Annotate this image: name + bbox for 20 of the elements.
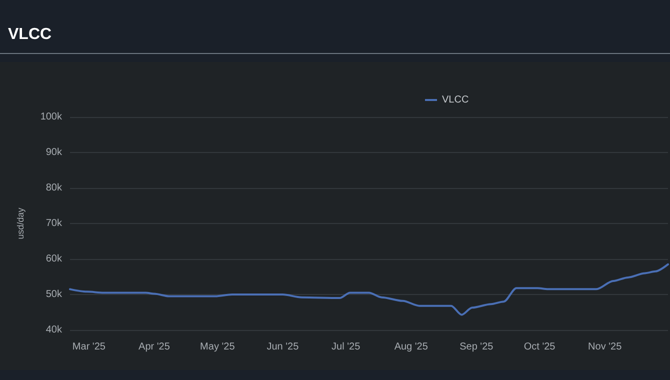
y-tick-label: 80k xyxy=(46,182,63,194)
legend-label: VLCC xyxy=(442,94,469,106)
y-tick-label: 40k xyxy=(46,324,63,336)
y-tick-label: 60k xyxy=(46,254,63,264)
chart-title: VLCC xyxy=(8,26,52,44)
x-tick-label: Jul '25 xyxy=(332,342,361,352)
x-tick-label: Sep '25 xyxy=(460,342,494,352)
x-tick-label: Aug '25 xyxy=(394,342,428,352)
x-tick-label: Apr '25 xyxy=(138,342,170,352)
x-tick-label: Oct '25 xyxy=(524,342,556,352)
y-tick-label: 100k xyxy=(40,112,63,122)
y-tick-label: 50k xyxy=(46,289,63,300)
x-tick-label: Mar '25 xyxy=(72,342,106,352)
y-tick-label: 70k xyxy=(46,218,63,229)
y-axis-title: usd/day xyxy=(16,207,26,240)
x-tick-label: Jun '25 xyxy=(266,342,300,352)
y-tick-label: 90k xyxy=(46,147,63,158)
x-tick-label: Nov '25 xyxy=(588,342,622,352)
line-series xyxy=(69,263,669,316)
x-tick-label: May '25 xyxy=(200,342,236,352)
